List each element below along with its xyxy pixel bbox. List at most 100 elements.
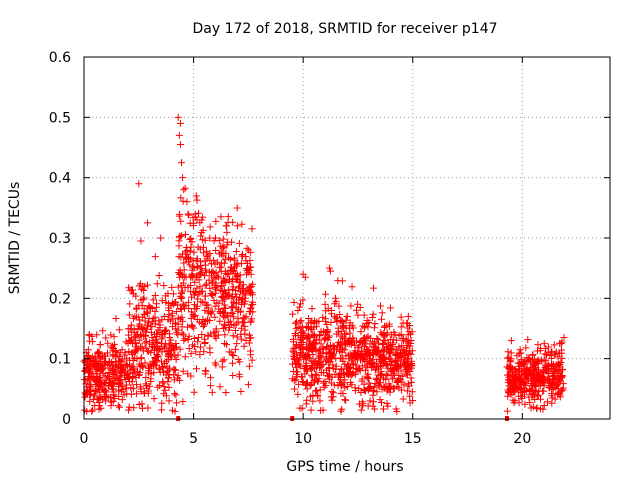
- data-point: [153, 350, 161, 358]
- data-point: [180, 186, 188, 194]
- data-point: [157, 234, 165, 242]
- data-point: [381, 323, 389, 331]
- data-point: [531, 378, 539, 386]
- data-point: [145, 319, 153, 327]
- data-point: [125, 331, 133, 339]
- data-point: [143, 382, 151, 390]
- data-point: [303, 324, 311, 332]
- data-point: [137, 388, 145, 396]
- data-point: [316, 352, 324, 360]
- data-point: [158, 333, 166, 341]
- data-point: [188, 322, 196, 330]
- data-point: [555, 376, 563, 384]
- data-point: [198, 288, 206, 296]
- data-point: [128, 336, 136, 344]
- data-point: [333, 314, 341, 322]
- data-point: [160, 383, 168, 391]
- data-point: [237, 260, 245, 268]
- data-point: [143, 325, 151, 333]
- data-point: [173, 399, 181, 407]
- data-point: [381, 337, 389, 345]
- data-point: [99, 370, 107, 378]
- data-point: [169, 300, 177, 308]
- data-point: [224, 213, 232, 221]
- data-point: [397, 313, 405, 321]
- data-point: [311, 387, 319, 395]
- data-point: [522, 344, 530, 352]
- data-point: [404, 366, 412, 374]
- data-point: [341, 335, 349, 343]
- data-point: [173, 307, 181, 315]
- data-point: [529, 366, 537, 374]
- data-point: [133, 355, 141, 363]
- data-point: [185, 211, 193, 219]
- data-point: [195, 333, 203, 341]
- data-point: [376, 396, 384, 404]
- data-point: [114, 402, 122, 410]
- data-point: [211, 313, 219, 321]
- data-point: [153, 300, 161, 308]
- data-point: [556, 393, 564, 401]
- data-point: [140, 332, 148, 340]
- data-point: [354, 350, 362, 358]
- data-point: [179, 331, 187, 339]
- data-point: [109, 361, 117, 369]
- data-point: [408, 361, 416, 369]
- data-point: [194, 262, 202, 270]
- data-point: [191, 305, 199, 313]
- data-point: [178, 323, 186, 331]
- data-point: [296, 318, 304, 326]
- data-point: [193, 284, 201, 292]
- data-point: [156, 345, 164, 353]
- data-point: [168, 342, 176, 350]
- data-point: [137, 296, 145, 304]
- data-point: [175, 212, 183, 220]
- data-point: [378, 385, 386, 393]
- data-point: [357, 389, 365, 397]
- data-point: [385, 353, 393, 361]
- data-point: [128, 378, 136, 386]
- data-point: [404, 355, 412, 363]
- data-point: [175, 269, 183, 277]
- data-point: [236, 271, 244, 279]
- data-point: [184, 210, 192, 218]
- data-point: [142, 380, 150, 388]
- data-point: [324, 372, 332, 380]
- data-point: [332, 362, 340, 370]
- data-point: [219, 324, 227, 332]
- data-point: [513, 352, 521, 360]
- data-point: [171, 366, 179, 374]
- data-point: [290, 353, 298, 361]
- data-point: [168, 283, 176, 291]
- data-point: [307, 393, 315, 401]
- data-point: [179, 317, 187, 325]
- data-point: [229, 371, 237, 379]
- data-point: [393, 336, 401, 344]
- data-point: [388, 331, 396, 339]
- data-point: [349, 359, 357, 367]
- data-point: [125, 311, 133, 319]
- data-point: [134, 344, 142, 352]
- x-tick-label: 20: [513, 431, 531, 447]
- data-point: [199, 243, 207, 251]
- data-point: [397, 361, 405, 369]
- data-point: [557, 346, 565, 354]
- data-point: [126, 300, 134, 308]
- data-point: [195, 276, 203, 284]
- data-point: [193, 255, 201, 263]
- data-point: [314, 392, 322, 400]
- data-point: [295, 361, 303, 369]
- data-point: [192, 289, 200, 297]
- data-point: [516, 346, 524, 354]
- data-point: [163, 368, 171, 376]
- data-point: [207, 382, 215, 390]
- data-point: [85, 337, 93, 345]
- data-point: [349, 334, 357, 342]
- y-tick-label: 0.2: [49, 291, 71, 307]
- data-point: [321, 317, 329, 325]
- data-point: [102, 352, 110, 360]
- data-point: [382, 370, 390, 378]
- data-point: [177, 217, 185, 225]
- data-point: [110, 390, 118, 398]
- data-point: [339, 321, 347, 329]
